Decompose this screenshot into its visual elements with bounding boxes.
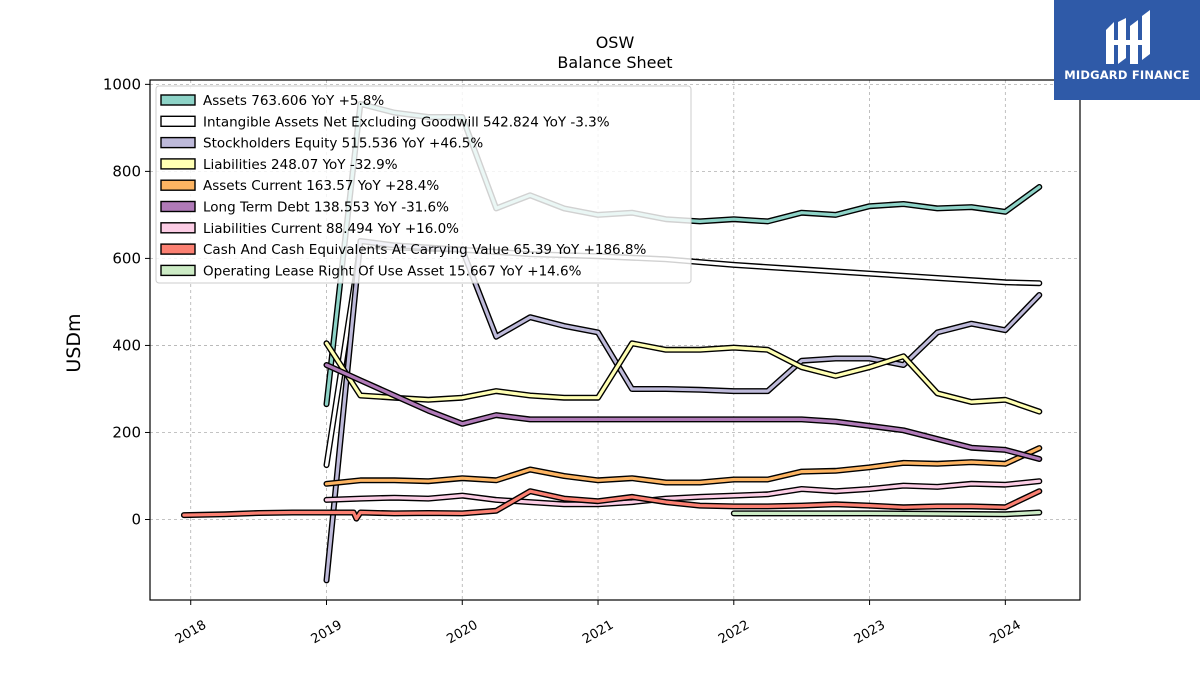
series-long-term-debt <box>323 362 1043 462</box>
legend-swatch <box>160 264 196 277</box>
legend-item: Assets 763.606 YoY +5.8% <box>160 93 384 109</box>
series-assets-current <box>323 445 1043 487</box>
y-axis-label: USDm <box>63 313 85 372</box>
chart-title: OSW <box>596 33 635 52</box>
series-line <box>324 363 1041 461</box>
series-operating-lease-right-of-use-asset <box>730 509 1043 518</box>
legend-item: Operating Lease Right Of Use Asset 15.66… <box>160 263 582 279</box>
series-cash-and-cash-equivalents-at-carrying-value <box>180 488 1043 522</box>
legend-swatch <box>160 222 196 234</box>
series-line <box>324 341 1041 414</box>
legend-item: Stockholders Equity 515.536 YoY +46.5% <box>160 136 483 152</box>
legend-item: Liabilities 248.07 YoY -32.9% <box>160 157 398 173</box>
legend-label: Liabilities Current 88.494 YoY +16.0% <box>203 221 459 237</box>
series-line <box>324 446 1041 486</box>
y-axis-ticks: 0 200 400 600 800 1000 <box>103 75 150 528</box>
x-axis-ticks: 2018 2019 2020 2021 2022 2023 2024 <box>173 600 1024 647</box>
legend: Assets 763.606 YoY +5.8% Intangible Asset… <box>155 85 692 284</box>
series-line <box>182 489 1041 521</box>
series-line-outline <box>323 340 1043 415</box>
y-tick-label: 600 <box>112 249 141 267</box>
x-tick-label: 2024 <box>987 618 1023 648</box>
logo-mark-icon <box>1106 10 1150 64</box>
legend-label: Liabilities 248.07 YoY -32.9% <box>203 157 398 173</box>
plot-frame <box>149 79 1081 601</box>
legend-item: Intangible Assets Net Excluding Goodwill… <box>160 114 610 130</box>
legend-label: Assets 763.606 YoY +5.8% <box>203 93 384 109</box>
legend-label: Operating Lease Right Of Use Asset 15.66… <box>203 263 582 279</box>
series-liabilities-current <box>323 478 1043 508</box>
legend-swatch <box>160 243 196 255</box>
chart-subtitle: Balance Sheet <box>557 53 672 72</box>
legend-label: Intangible Assets Net Excluding Goodwill… <box>203 114 610 130</box>
x-tick-label: 2022 <box>716 618 752 648</box>
series-line-outline <box>323 445 1043 487</box>
legend-label: Cash And Cash Equivalents At Carrying Va… <box>203 242 647 258</box>
legend-label: Stockholders Equity 515.536 YoY +46.5% <box>203 136 483 152</box>
y-tick-label: 400 <box>112 336 141 354</box>
y-tick-label: 0 <box>131 510 141 528</box>
series-line <box>732 510 1041 516</box>
legend-item: Cash And Cash Equivalents At Carrying Va… <box>160 242 647 258</box>
legend-item: Liabilities Current 88.494 YoY +16.0% <box>160 221 459 237</box>
x-tick-label: 2020 <box>444 618 480 648</box>
y-tick-label: 800 <box>112 162 141 180</box>
legend-item: Long Term Debt 138.553 YoY -31.6% <box>160 200 449 216</box>
legend-item: Assets Current 163.57 YoY +28.4% <box>160 178 439 194</box>
legend-label: Assets Current 163.57 YoY +28.4% <box>203 178 439 194</box>
x-tick-label: 2018 <box>173 618 209 648</box>
y-tick-label: 200 <box>112 423 141 441</box>
legend-swatch <box>160 158 196 170</box>
midgard-finance-logo: MIDGARD FINANCE <box>1054 0 1200 100</box>
legend-box <box>155 85 692 284</box>
legend-swatch <box>160 94 196 106</box>
legend-label: Long Term Debt 138.553 YoY -31.6% <box>203 200 449 216</box>
series-line <box>324 479 1041 506</box>
x-tick-label: 2023 <box>852 618 888 648</box>
legend-swatch <box>160 179 196 191</box>
x-tick-label: 2019 <box>309 618 345 648</box>
legend-swatch <box>160 115 196 128</box>
y-tick-label: 1000 <box>103 75 141 93</box>
legend-swatch <box>160 136 196 149</box>
series-liabilities <box>323 340 1043 415</box>
x-tick-label: 2021 <box>580 618 616 648</box>
brand-name: MIDGARD FINANCE <box>1064 68 1190 82</box>
legend-swatch <box>160 200 196 213</box>
